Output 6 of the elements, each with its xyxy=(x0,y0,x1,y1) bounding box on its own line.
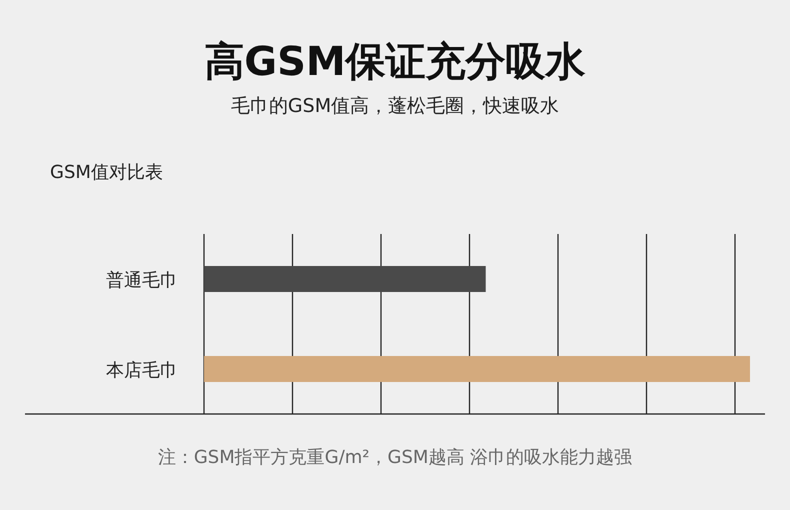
text: 注：GSM指平方克重G/m²，GSM越高 浴巾的吸水能力越强 xyxy=(158,447,632,468)
y-axis-title: GSM值对比表 xyxy=(50,162,163,183)
chart-title: 高GSM保证充分吸水 xyxy=(204,39,586,85)
chart-subtitle: 毛巾的GSM值高，蓬松毛圈，快速吸水 xyxy=(230,95,560,117)
y-tick-label: 本店毛巾 xyxy=(106,360,178,381)
y-tick-label: 普通毛巾 xyxy=(106,270,178,291)
